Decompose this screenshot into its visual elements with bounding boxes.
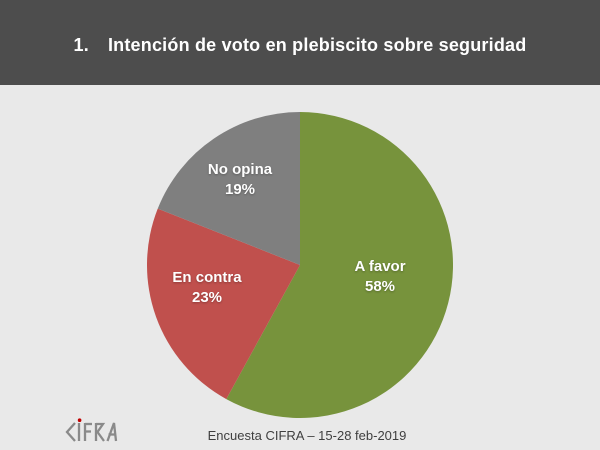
pie-label-a-favor-pct: 58% <box>364 278 396 295</box>
cifra-logo-icon <box>65 418 118 442</box>
pie-label-no-opina: No opina 19% <box>208 160 272 200</box>
pie-slice-en-contra <box>147 208 300 400</box>
slide-title-number: 1. <box>73 35 89 55</box>
pie-chart-svg <box>147 112 453 418</box>
slide-title-bar: 1. Intención de voto en plebiscito sobre… <box>0 0 600 85</box>
pie-label-en-contra: En contra 23% <box>172 268 241 308</box>
cifra-logo <box>64 418 120 446</box>
logo-red-dot <box>77 418 82 422</box>
pie-label-en-contra-pct: 23% <box>191 289 223 306</box>
source-caption: Encuesta CIFRA – 15-28 feb-2019 <box>207 428 407 443</box>
pie-label-no-opina-pct: 19% <box>224 181 256 198</box>
pie-slice-no-opina <box>157 112 300 265</box>
pie-label-en-contra-text: En contra <box>172 269 242 286</box>
pie-label-no-opina-text: No opina <box>207 161 273 178</box>
slide-title: Intención de voto en plebiscito sobre se… <box>107 35 527 55</box>
pie-chart: A favor 58% En contra 23% No opina 19% <box>147 112 453 418</box>
pie-label-a-favor: A favor 58% <box>354 257 405 297</box>
pie-label-a-favor-text: A favor <box>354 258 406 275</box>
pie-slice-a-favor <box>226 112 453 418</box>
